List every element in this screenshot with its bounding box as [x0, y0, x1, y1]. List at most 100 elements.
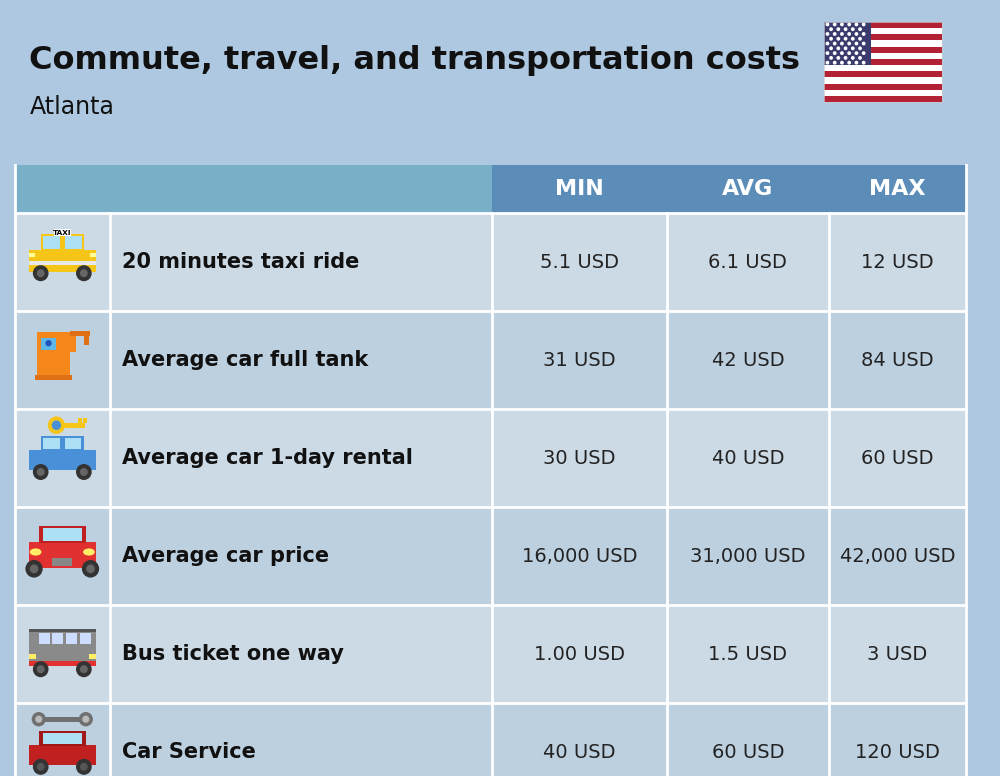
- Circle shape: [840, 61, 844, 64]
- Circle shape: [80, 269, 88, 277]
- Text: MAX: MAX: [869, 179, 926, 199]
- Circle shape: [844, 36, 847, 40]
- Bar: [667, 165, 829, 213]
- Circle shape: [80, 468, 88, 476]
- Circle shape: [840, 42, 844, 46]
- Circle shape: [847, 61, 851, 64]
- Circle shape: [833, 42, 837, 46]
- Text: 5.1 USD: 5.1 USD: [540, 252, 619, 272]
- Bar: [15, 409, 966, 507]
- Bar: [83, 418, 87, 423]
- Bar: [829, 165, 966, 213]
- Bar: [824, 78, 942, 84]
- Text: 60 USD: 60 USD: [712, 743, 784, 761]
- Circle shape: [862, 61, 866, 64]
- Circle shape: [37, 763, 45, 771]
- Bar: [15, 311, 966, 409]
- Bar: [824, 22, 942, 102]
- Bar: [15, 213, 966, 311]
- Ellipse shape: [30, 549, 41, 556]
- Circle shape: [45, 340, 52, 346]
- Bar: [43, 236, 60, 249]
- Circle shape: [86, 564, 95, 573]
- Bar: [824, 65, 942, 71]
- Circle shape: [829, 47, 833, 50]
- Circle shape: [826, 61, 829, 64]
- Text: 31 USD: 31 USD: [543, 351, 616, 369]
- Text: 12 USD: 12 USD: [861, 252, 934, 272]
- Bar: [15, 165, 492, 213]
- Bar: [29, 450, 96, 470]
- Circle shape: [862, 32, 866, 36]
- Bar: [824, 22, 942, 102]
- Circle shape: [851, 27, 855, 31]
- Text: 20 minutes taxi ride: 20 minutes taxi ride: [122, 252, 359, 272]
- Bar: [41, 234, 84, 251]
- Bar: [43, 528, 82, 541]
- Circle shape: [847, 51, 851, 55]
- Bar: [54, 229, 71, 236]
- Bar: [41, 436, 84, 451]
- Text: 60 USD: 60 USD: [861, 449, 934, 467]
- Text: Car Service: Car Service: [122, 742, 255, 762]
- Circle shape: [80, 763, 88, 771]
- Circle shape: [836, 56, 840, 60]
- Circle shape: [35, 715, 42, 722]
- Text: 1.00 USD: 1.00 USD: [534, 645, 625, 663]
- Text: 6.1 USD: 6.1 USD: [708, 252, 787, 272]
- Circle shape: [76, 265, 92, 281]
- Circle shape: [855, 42, 858, 46]
- Circle shape: [33, 265, 49, 281]
- Bar: [65, 438, 81, 449]
- Ellipse shape: [83, 549, 95, 556]
- Bar: [78, 418, 82, 423]
- Circle shape: [847, 42, 851, 46]
- Bar: [66, 633, 77, 644]
- Circle shape: [826, 42, 829, 46]
- Circle shape: [858, 36, 862, 40]
- Circle shape: [844, 56, 847, 60]
- Bar: [824, 28, 942, 34]
- Circle shape: [37, 269, 45, 277]
- Circle shape: [836, 47, 840, 50]
- Circle shape: [76, 661, 92, 677]
- Circle shape: [858, 56, 862, 60]
- Bar: [29, 745, 96, 765]
- Text: 40 USD: 40 USD: [712, 449, 784, 467]
- Circle shape: [833, 51, 837, 55]
- Bar: [29, 654, 36, 659]
- Text: Bus ticket one way: Bus ticket one way: [122, 644, 343, 664]
- Bar: [90, 253, 96, 257]
- Circle shape: [855, 23, 858, 26]
- Circle shape: [851, 47, 855, 50]
- Text: Average car full tank: Average car full tank: [122, 350, 368, 370]
- Text: 42 USD: 42 USD: [712, 351, 784, 369]
- Bar: [39, 526, 86, 542]
- Circle shape: [48, 417, 65, 434]
- Text: 31,000 USD: 31,000 USD: [690, 546, 806, 566]
- Circle shape: [844, 47, 847, 50]
- Bar: [29, 253, 35, 257]
- Circle shape: [858, 47, 862, 50]
- Circle shape: [836, 27, 840, 31]
- Bar: [89, 654, 96, 659]
- Circle shape: [80, 665, 88, 674]
- Text: 1.5 USD: 1.5 USD: [708, 645, 787, 663]
- Text: 120 USD: 120 USD: [855, 743, 940, 761]
- Circle shape: [858, 27, 862, 31]
- Circle shape: [851, 56, 855, 60]
- Bar: [35, 376, 72, 380]
- Circle shape: [847, 23, 851, 26]
- Bar: [70, 332, 76, 352]
- Circle shape: [829, 27, 833, 31]
- Text: 42,000 USD: 42,000 USD: [840, 546, 955, 566]
- Bar: [824, 90, 942, 96]
- Circle shape: [840, 51, 844, 55]
- Bar: [39, 731, 86, 746]
- Text: Average car price: Average car price: [122, 546, 329, 566]
- Circle shape: [855, 32, 858, 36]
- Circle shape: [33, 759, 49, 774]
- Circle shape: [82, 715, 89, 722]
- Text: Average car 1-day rental: Average car 1-day rental: [122, 448, 412, 468]
- Bar: [65, 236, 82, 249]
